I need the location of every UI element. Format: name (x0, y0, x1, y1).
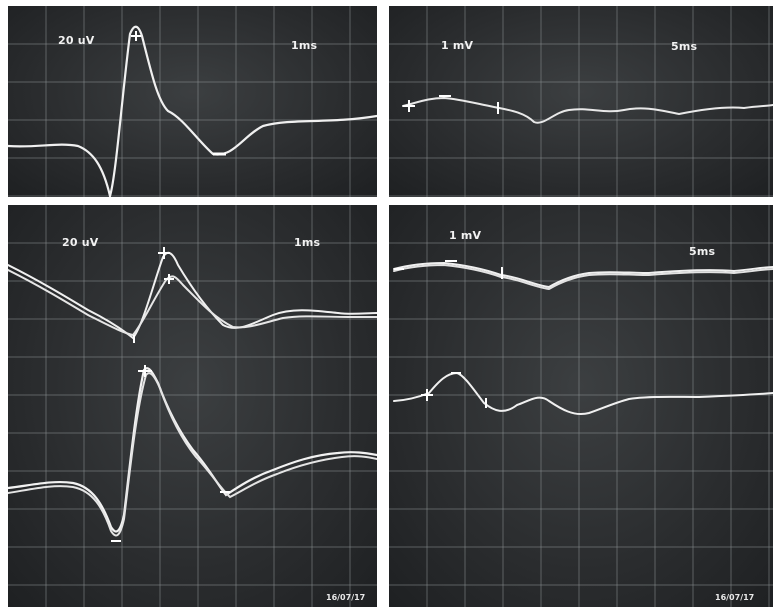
oscilloscope-panel-top-right: 1 mV 5ms (389, 6, 773, 197)
time-label: 1ms (294, 236, 321, 249)
date-stamp: 16/07/17 (715, 593, 755, 602)
grid-top-right (389, 6, 773, 197)
grid-bottom-left (8, 205, 377, 607)
amplitude-label: 20 uV (58, 34, 95, 47)
amplitude-label: 20 uV (62, 236, 99, 249)
time-label: 5ms (689, 245, 716, 258)
trace-top-right (402, 95, 773, 124)
date-stamp: 16/07/17 (326, 593, 366, 602)
grid-top-left (8, 6, 377, 197)
trace-bottom-left (8, 247, 377, 542)
time-label: 1ms (291, 39, 318, 52)
oscilloscope-panel-top-left: 20 uV 1ms (8, 6, 377, 197)
trace-top-left (8, 25, 377, 197)
time-label: 5ms (671, 40, 698, 53)
amplitude-label: 1 mV (449, 229, 482, 242)
oscilloscope-panel-bottom-left: 20 uV 1ms 16/07/17 (8, 205, 377, 607)
oscilloscope-panel-bottom-right: 1 mV 5ms 16/07/17 (389, 205, 773, 607)
trace-bottom-right (393, 260, 773, 415)
amplitude-label: 1 mV (441, 39, 474, 52)
